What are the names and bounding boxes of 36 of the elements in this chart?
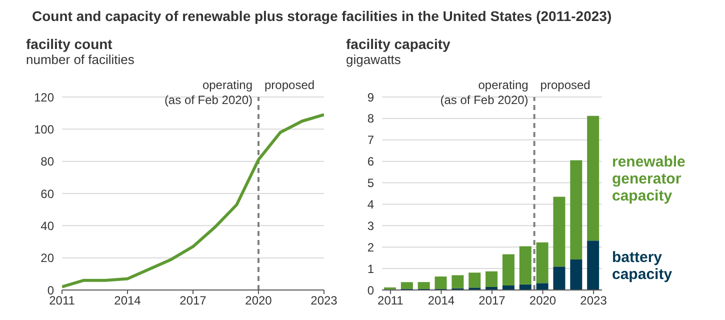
text: proposed [264, 78, 315, 92]
y-tick-label: 0 [367, 283, 374, 298]
x-tick-label: 2017 [478, 294, 506, 308]
y-tick-label: 8 [367, 112, 374, 126]
x-tick-label: 2020 [529, 294, 556, 308]
y-axis-title: gigawatts [346, 52, 402, 67]
x-tick-label: 2020 [245, 294, 272, 308]
series-label: battery capacity [612, 248, 673, 283]
annotation: operating (as of Feb 2020) [440, 78, 528, 107]
y-tick-label: 7 [367, 133, 374, 148]
chart-title: Count and capacity of renewable plus storage facilities in the United States (2011-2023) [32, 8, 613, 24]
x-tick-label: 2023 [580, 294, 608, 308]
y-tick-label: 40 [40, 218, 54, 233]
y-tick-label: 4 [367, 197, 374, 212]
y-tick-label: 20 [40, 251, 54, 266]
y-tick-label: 1 [367, 262, 374, 276]
y-tick-label: 5 [367, 176, 374, 190]
y-tick-label: 2 [367, 240, 374, 254]
x-tick-label: 2023 [310, 294, 338, 308]
series-label: renewable generator capacity [612, 153, 686, 204]
x-tick-label: 2014 [428, 294, 455, 308]
y-tick-label: 60 [40, 186, 54, 201]
x-tick-label: 2014 [114, 294, 142, 308]
x-tick-label: 2017 [180, 294, 207, 308]
y-tick-label: 9 [367, 90, 374, 104]
chart-subtitle: facility capacity [346, 36, 452, 52]
y-tick-label: 3 [367, 218, 374, 233]
chart-subtitle: facility count [26, 36, 114, 52]
y-tick-label: 80 [40, 154, 54, 169]
x-tick-label: 2011 [378, 294, 404, 308]
y-tick-label: 100 [34, 122, 54, 136]
annotation: operating (as of Feb 2020) [164, 78, 252, 107]
y-tick-label: 6 [367, 154, 374, 169]
y-axis-title: number of facilities [26, 52, 136, 67]
text: proposed [540, 78, 590, 92]
y-tick-label: 120 [34, 90, 54, 104]
